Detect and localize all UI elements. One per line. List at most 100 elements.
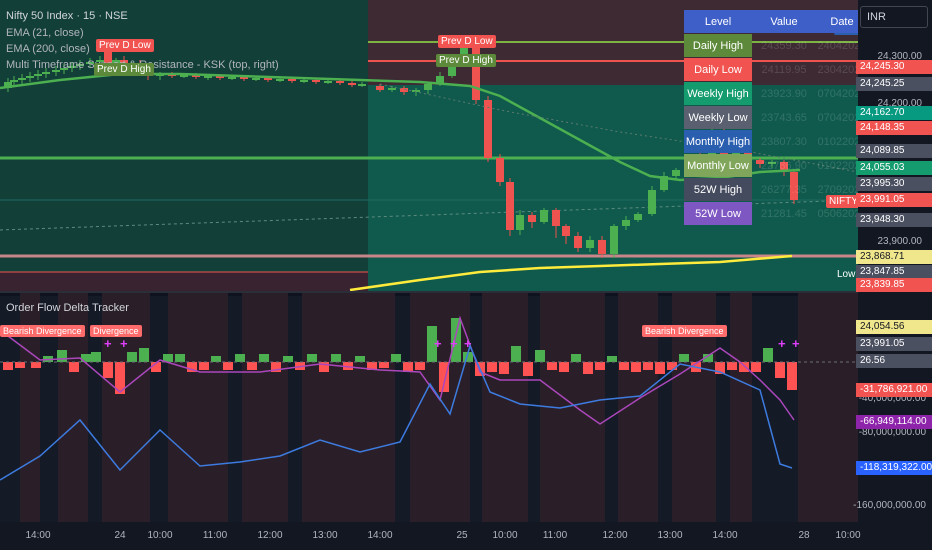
chart-title: Nifty 50 Index · 15 · NSE (6, 10, 128, 22)
lower-pane-title[interactable]: Order Flow Delta Tracker (6, 302, 129, 314)
price-tag: 23,991.05 (856, 193, 932, 207)
delta-bar (163, 354, 173, 362)
price-tick: 23,900.00 (877, 236, 923, 247)
indicator-ema200[interactable]: EMA (200, close) (6, 43, 90, 55)
session-column (528, 292, 540, 522)
candle-body (622, 220, 630, 226)
delta-bar (487, 362, 497, 372)
candle-body (552, 210, 560, 226)
levels-row: Daily Low 24119.95 23042025 (684, 58, 868, 81)
candle-body (10, 80, 18, 82)
candle-body (484, 100, 492, 158)
session-column (228, 292, 242, 522)
candle-body (60, 68, 68, 70)
level-date: 05062023 (817, 207, 867, 220)
levels-table: Level Value Date Daily High 24359.30 24042… (684, 9, 868, 226)
delta-bar (655, 362, 665, 374)
low-label: Low (837, 269, 856, 280)
session-column (605, 292, 618, 522)
candle-body (448, 62, 456, 76)
delta-bar (499, 362, 509, 374)
level-value: 21281.45 (761, 207, 807, 220)
delta-bar (3, 362, 13, 370)
currency-selector[interactable]: INR (860, 6, 928, 28)
price-tag: 23,847.85 (856, 265, 932, 279)
level-name: Weekly Low (684, 106, 752, 129)
time-tick: 10:00 (835, 530, 861, 541)
time-tick: 11:00 (542, 530, 568, 541)
session-column (288, 292, 302, 522)
time-axis[interactable] (0, 522, 858, 550)
divergence-plus-marker: + (434, 336, 442, 351)
candle-body (436, 76, 444, 84)
delta-bar (763, 348, 773, 362)
delta-bar (451, 318, 461, 362)
level-name: Daily Low (684, 58, 752, 81)
delta-bar (439, 362, 449, 392)
candle-body (348, 83, 356, 85)
time-tick: 12:00 (257, 530, 283, 541)
indicator-ema21[interactable]: EMA (21, close) (6, 27, 84, 39)
candle-body (744, 146, 752, 160)
delta-tag: 26.56 (856, 354, 932, 368)
level-value: 22786.90 (761, 159, 807, 172)
delta-tag: 24,054.56 (856, 320, 932, 334)
session-column (658, 292, 672, 522)
price-tag: 23,948.30 (856, 213, 932, 227)
price-tag: 23,839.85 (856, 278, 932, 292)
delta-bar (31, 362, 41, 368)
session-column-top (752, 292, 798, 296)
delta-bar (379, 362, 389, 368)
candle-body (790, 172, 798, 200)
delta-bar (535, 350, 545, 362)
delta-bar (81, 354, 91, 362)
divergence-signal-2: Divergence (90, 325, 142, 337)
price-tag: 24,055.03 (856, 161, 932, 175)
session-column (752, 292, 798, 522)
time-tick: 10:00 (147, 530, 173, 541)
delta-bar (583, 362, 593, 374)
candle-body (388, 88, 396, 90)
level-value: 23923.90 (761, 87, 807, 100)
delta-bar (331, 354, 341, 362)
delta-bar (103, 362, 113, 378)
candle-body (76, 64, 84, 66)
time-tick: 25 (456, 530, 468, 541)
delta-bar (751, 362, 761, 372)
session-column (716, 292, 730, 522)
level-date: 24042025 (817, 39, 867, 52)
price-tag: 23,995.30 (856, 177, 932, 191)
level-name: 52W Low (684, 202, 752, 225)
candle-body (324, 81, 332, 83)
candle-body (472, 48, 480, 100)
candle-body (660, 176, 668, 190)
delta-bar (571, 354, 581, 362)
delta-tag: -66,949,114.00 (856, 415, 932, 429)
session-column (40, 292, 58, 522)
session-column (88, 292, 102, 522)
time-tick: 10:00 (492, 530, 518, 541)
price-tick: 24,200.00 (877, 98, 923, 109)
time-tick: 14:00 (25, 530, 51, 541)
time-tick: 12:00 (602, 530, 628, 541)
level-date: 07042025 (817, 111, 867, 124)
session-column-top (528, 292, 540, 296)
candle-body (216, 76, 224, 78)
time-tick: 11:00 (202, 530, 228, 541)
candle-body (288, 79, 296, 81)
candle-body (312, 80, 320, 82)
divergence-plus-marker: + (120, 336, 128, 351)
candle-body (528, 215, 536, 222)
delta-bar (511, 346, 521, 362)
time-tick: 13:00 (312, 530, 338, 541)
levels-row: 52W Low 21281.45 05062023 (684, 202, 868, 225)
price-chart[interactable]: + + + + + + + (0, 0, 858, 522)
session-bg-1 (0, 0, 368, 292)
currency-selector-value: INR (867, 11, 886, 23)
delta-bar (619, 362, 629, 370)
candle-body (276, 79, 284, 81)
candle-body (768, 162, 776, 164)
level-name: 52W High (684, 178, 752, 201)
level-value: 26277.35 (761, 183, 807, 196)
